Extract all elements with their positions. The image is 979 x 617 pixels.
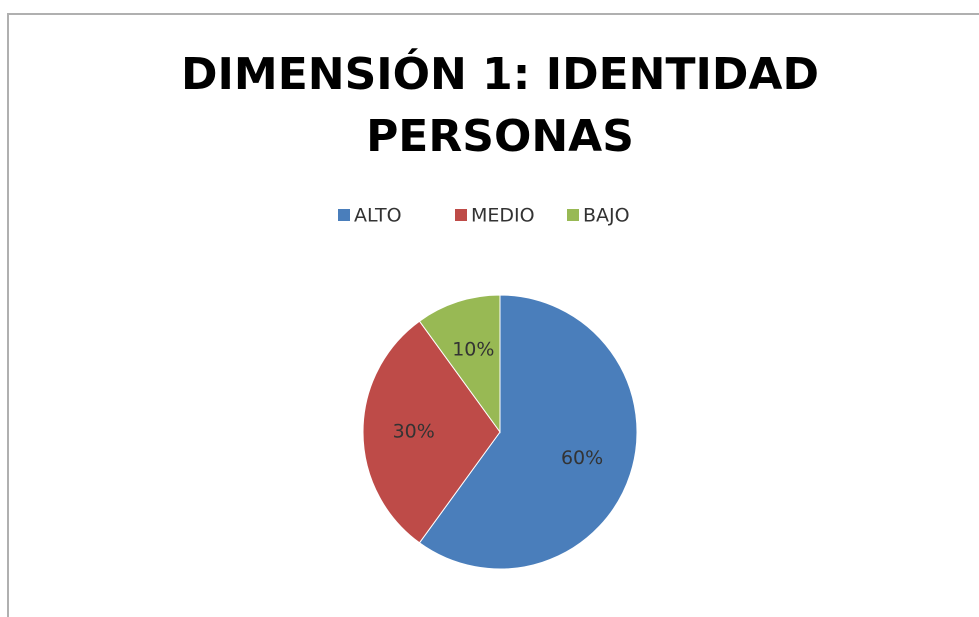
pie-slice	[362, 320, 501, 544]
data-label: 30%	[393, 421, 435, 443]
legend-label: BAJO	[583, 205, 630, 227]
legend-swatch	[567, 209, 579, 221]
pie-slice	[418, 294, 501, 434]
legend-label: ALTO	[354, 205, 402, 227]
chart-frame	[7, 13, 979, 617]
data-label: 60%	[561, 447, 603, 469]
legend-label: MEDIO	[471, 205, 535, 227]
data-label: 10%	[452, 338, 494, 360]
chart-title: DIMENSIÓN 1: IDENTIDAD PERSONAS	[181, 49, 819, 162]
pie-slice	[418, 294, 638, 570]
legend-swatch	[338, 209, 350, 221]
legend-swatch	[455, 209, 467, 221]
